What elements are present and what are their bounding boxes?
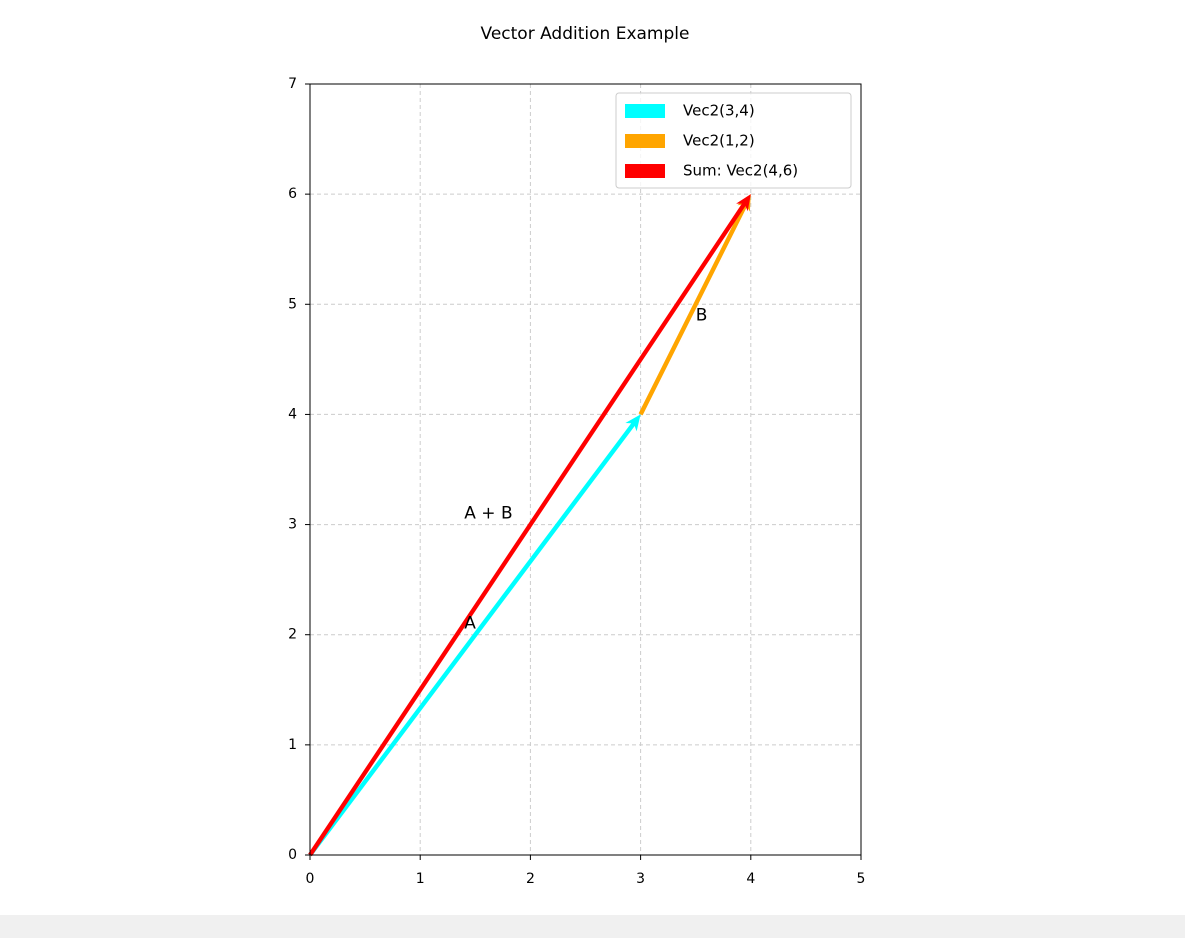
vector-arrow <box>638 194 751 416</box>
x-tick-label: 5 <box>857 871 866 887</box>
y-tick-label: 0 <box>288 847 297 863</box>
annotation: A + B <box>464 504 512 524</box>
x-tick-label: 0 <box>306 871 315 887</box>
axes-frame <box>309 83 862 856</box>
legend-swatch <box>625 104 665 118</box>
x-tick-label: 3 <box>636 871 645 887</box>
bottom-bar <box>0 915 1185 938</box>
y-tick-label: 3 <box>288 517 297 533</box>
legend-swatch <box>625 164 665 178</box>
x-tick-label: 4 <box>746 871 755 887</box>
legend-box <box>615 92 852 189</box>
y-tick-label: 2 <box>288 627 297 643</box>
y-tick-label: 6 <box>288 186 297 202</box>
annotation: A <box>464 614 476 634</box>
y-tick-label: 1 <box>288 737 297 753</box>
annotation: B <box>696 305 708 325</box>
legend-label: Sum: Vec2(4,6) <box>683 162 798 180</box>
y-tick-label: 5 <box>288 296 297 312</box>
vector-arrow <box>308 194 751 857</box>
legend-label: Vec2(1,2) <box>683 132 755 150</box>
chart-title: Vector Addition Example <box>481 24 690 44</box>
vector-arrow <box>308 414 641 857</box>
x-tick-label: 1 <box>416 871 425 887</box>
y-tick-label: 7 <box>288 76 297 92</box>
x-tick-label: 2 <box>526 871 535 887</box>
legend-label: Vec2(3,4) <box>683 102 755 120</box>
legend-swatch <box>625 134 665 148</box>
y-tick-label: 4 <box>288 406 297 422</box>
